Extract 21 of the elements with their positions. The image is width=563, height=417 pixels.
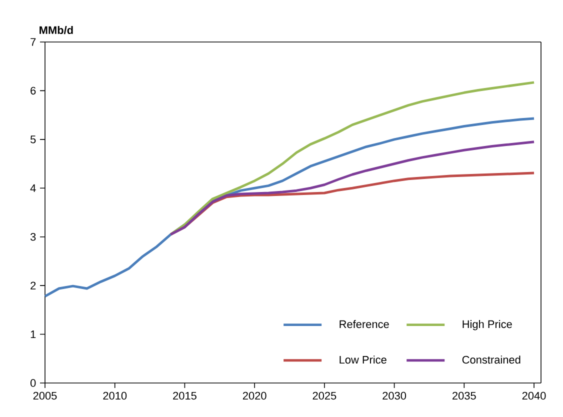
- x-tick-label: 2010: [103, 392, 127, 400]
- x-tick-label: 2040: [522, 392, 546, 400]
- x-tick-label: 2030: [382, 392, 406, 400]
- legend-label: Reference: [340, 320, 389, 328]
- y-tick-label: 3: [30, 232, 36, 241]
- x-tick-label: 2020: [242, 392, 266, 400]
- x-tick-label: 2005: [33, 392, 57, 400]
- y-tick-label: 1: [30, 330, 36, 338]
- y-tick-label: 5: [30, 136, 36, 144]
- legend-label: Low Price: [340, 356, 386, 364]
- y-tick-label: 2: [30, 282, 36, 290]
- y-axis-title: MMb/d: [40, 26, 73, 34]
- legend-label: High Price: [462, 320, 512, 330]
- y-tick-label: 6: [30, 86, 36, 95]
- y-tick-label: 4: [30, 184, 36, 192]
- y-tick-label: 7: [30, 38, 36, 46]
- x-tick-label: 2025: [312, 392, 336, 400]
- x-tick-label: 2035: [452, 392, 476, 400]
- x-tick-label: 2015: [173, 392, 196, 400]
- legend-label: Constrained: [462, 356, 520, 364]
- y-tick-label: 0: [30, 379, 36, 387]
